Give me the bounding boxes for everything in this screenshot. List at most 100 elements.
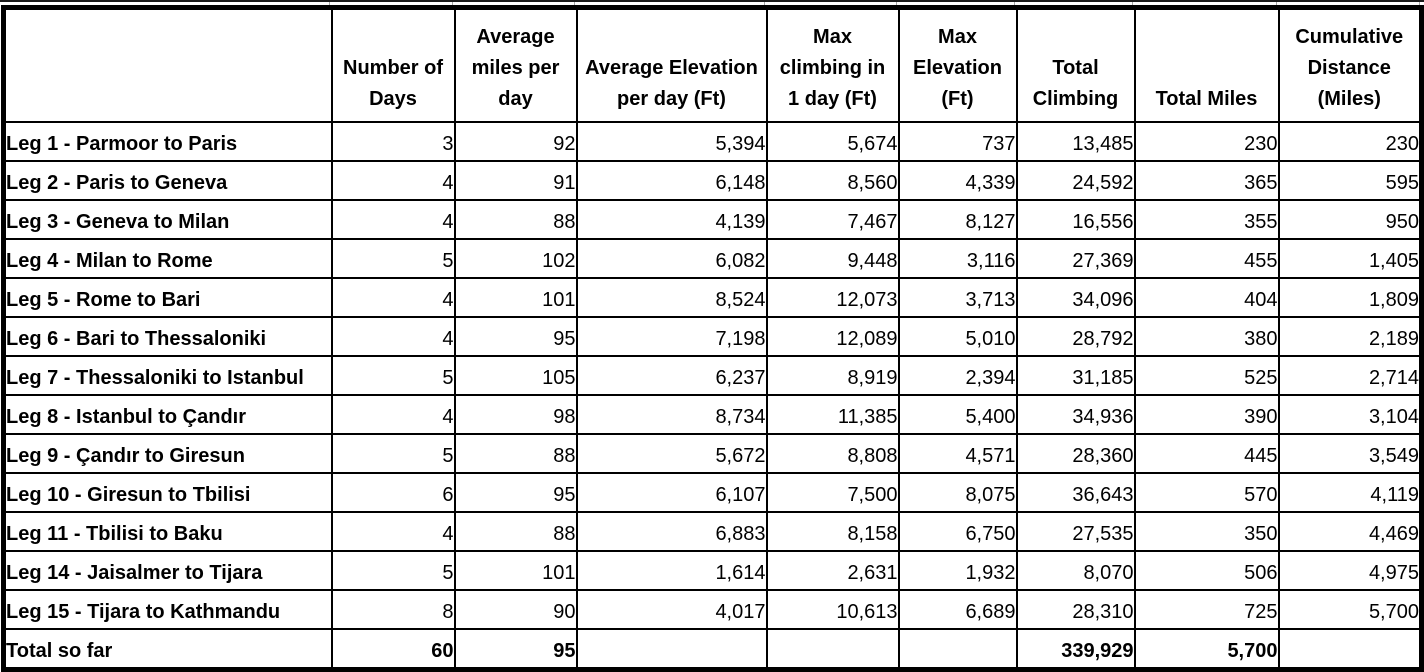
row-label[interactable]: Leg 8 - Istanbul to Çandır — [2, 394, 333, 435]
cell-cumulative-distance-miles[interactable]: 1,405 — [1277, 238, 1423, 279]
cell-max-climbing-in-1-day-ft[interactable]: 7,500 — [765, 472, 900, 513]
cell-number-of-days[interactable]: 4 — [330, 394, 456, 435]
cell-average-elevation-per-day-ft[interactable]: 6,148 — [575, 160, 768, 201]
cell-average-elevation-per-day-ft[interactable]: 1,614 — [575, 550, 768, 591]
cell-max-climbing-in-1-day-ft[interactable]: 8,158 — [765, 511, 900, 552]
cell-average-elevation-per-day-ft[interactable]: 6,082 — [575, 238, 768, 279]
cell-number-of-days[interactable]: 4 — [330, 511, 456, 552]
cell-number-of-days[interactable]: 4 — [330, 277, 456, 318]
total-row-label[interactable]: Total so far — [2, 628, 333, 671]
cell-cumulative-distance-miles[interactable]: 2,714 — [1277, 355, 1423, 396]
row-label[interactable]: Leg 4 - Milan to Rome — [2, 238, 333, 279]
cell-total-miles[interactable]: 404 — [1133, 277, 1280, 318]
cell-average-elevation-per-day-ft[interactable]: 6,107 — [575, 472, 768, 513]
cell-average-elevation-per-day-ft[interactable]: 4,017 — [575, 589, 768, 630]
cell-max-elevation-ft[interactable]: 1,932 — [897, 550, 1018, 591]
cell-total-climbing[interactable]: 31,185 — [1015, 355, 1136, 396]
cell-average-elevation-per-day-ft[interactable]: 5,394 — [575, 121, 768, 162]
cell-average-elevation-per-day-ft[interactable]: 6,237 — [575, 355, 768, 396]
cell-number-of-days[interactable]: 5 — [330, 550, 456, 591]
row-label[interactable]: Leg 14 - Jaisalmer to Tijara — [2, 550, 333, 591]
cell-total-climbing[interactable]: 8,070 — [1015, 550, 1136, 591]
row-label[interactable]: Leg 6 - Bari to Thessaloniki — [2, 316, 333, 357]
row-label[interactable]: Leg 15 - Tijara to Kathmandu — [2, 589, 333, 630]
cell-number-of-days[interactable]: 8 — [330, 589, 456, 630]
total-number-of-days[interactable]: 60 — [330, 628, 456, 671]
row-label[interactable]: Leg 2 - Paris to Geneva — [2, 160, 333, 201]
cell-number-of-days[interactable]: 5 — [330, 433, 456, 474]
cell-average-miles-per-day[interactable]: 91 — [453, 160, 578, 201]
cell-average-miles-per-day[interactable]: 102 — [453, 238, 578, 279]
total-total-miles[interactable]: 5,700 — [1133, 628, 1280, 671]
column-header-max-elevation-ft[interactable]: Max Elevation (Ft) — [897, 6, 1018, 123]
cell-total-miles[interactable]: 380 — [1133, 316, 1280, 357]
row-label[interactable]: Leg 10 - Giresun to Tbilisi — [2, 472, 333, 513]
cell-total-climbing[interactable]: 28,792 — [1015, 316, 1136, 357]
cell-total-miles[interactable]: 525 — [1133, 355, 1280, 396]
cell-total-miles[interactable]: 350 — [1133, 511, 1280, 552]
cell-max-climbing-in-1-day-ft[interactable]: 5,674 — [765, 121, 900, 162]
cell-average-elevation-per-day-ft[interactable]: 7,198 — [575, 316, 768, 357]
cell-cumulative-distance-miles[interactable]: 230 — [1277, 121, 1423, 162]
total-average-elevation-per-day-ft[interactable] — [575, 628, 768, 671]
cell-total-climbing[interactable]: 28,360 — [1015, 433, 1136, 474]
cell-average-elevation-per-day-ft[interactable]: 5,672 — [575, 433, 768, 474]
cell-average-miles-per-day[interactable]: 98 — [453, 394, 578, 435]
cell-total-miles[interactable]: 230 — [1133, 121, 1280, 162]
cell-max-elevation-ft[interactable]: 3,713 — [897, 277, 1018, 318]
cell-max-elevation-ft[interactable]: 8,075 — [897, 472, 1018, 513]
cell-cumulative-distance-miles[interactable]: 4,975 — [1277, 550, 1423, 591]
cell-total-climbing[interactable]: 27,369 — [1015, 238, 1136, 279]
total-cumulative-distance-miles[interactable] — [1277, 628, 1423, 671]
cell-total-miles[interactable]: 390 — [1133, 394, 1280, 435]
cell-total-climbing[interactable]: 13,485 — [1015, 121, 1136, 162]
cell-max-elevation-ft[interactable]: 4,571 — [897, 433, 1018, 474]
cell-average-miles-per-day[interactable]: 90 — [453, 589, 578, 630]
cell-max-elevation-ft[interactable]: 5,400 — [897, 394, 1018, 435]
cell-total-miles[interactable]: 570 — [1133, 472, 1280, 513]
cell-total-climbing[interactable]: 34,936 — [1015, 394, 1136, 435]
row-label[interactable]: Leg 11 - Tbilisi to Baku — [2, 511, 333, 552]
total-total-climbing[interactable]: 339,929 — [1015, 628, 1136, 671]
cell-max-elevation-ft[interactable]: 5,010 — [897, 316, 1018, 357]
cell-max-climbing-in-1-day-ft[interactable]: 8,919 — [765, 355, 900, 396]
cell-total-climbing[interactable]: 36,643 — [1015, 472, 1136, 513]
cell-average-miles-per-day[interactable]: 101 — [453, 277, 578, 318]
cell-average-miles-per-day[interactable]: 95 — [453, 316, 578, 357]
cell-max-climbing-in-1-day-ft[interactable]: 8,560 — [765, 160, 900, 201]
column-header-number-of-days[interactable]: Number of Days — [330, 6, 456, 123]
cell-total-climbing[interactable]: 24,592 — [1015, 160, 1136, 201]
cell-total-miles[interactable]: 455 — [1133, 238, 1280, 279]
cell-total-miles[interactable]: 725 — [1133, 589, 1280, 630]
column-header-average-elevation-per-day-ft[interactable]: Average Elevation per day (Ft) — [575, 6, 768, 123]
cell-number-of-days[interactable]: 4 — [330, 199, 456, 240]
cell-average-miles-per-day[interactable]: 92 — [453, 121, 578, 162]
row-label[interactable]: Leg 1 - Parmoor to Paris — [2, 121, 333, 162]
cell-average-miles-per-day[interactable]: 105 — [453, 355, 578, 396]
column-header-leg[interactable] — [2, 6, 333, 123]
column-header-cumulative-distance-miles[interactable]: Cumulative Distance (Miles) — [1277, 6, 1423, 123]
column-header-average-miles-per-day[interactable]: Average miles per day — [453, 6, 578, 123]
column-header-max-climbing-in-1-day-ft[interactable]: Max climbing in 1 day (Ft) — [765, 6, 900, 123]
cell-max-climbing-in-1-day-ft[interactable]: 9,448 — [765, 238, 900, 279]
cell-number-of-days[interactable]: 4 — [330, 160, 456, 201]
row-label[interactable]: Leg 7 - Thessaloniki to Istanbul — [2, 355, 333, 396]
cell-number-of-days[interactable]: 6 — [330, 472, 456, 513]
cell-average-elevation-per-day-ft[interactable]: 8,734 — [575, 394, 768, 435]
cell-cumulative-distance-miles[interactable]: 950 — [1277, 199, 1423, 240]
cell-total-climbing[interactable]: 27,535 — [1015, 511, 1136, 552]
total-max-climbing-in-1-day-ft[interactable] — [765, 628, 900, 671]
cell-number-of-days[interactable]: 3 — [330, 121, 456, 162]
cell-cumulative-distance-miles[interactable]: 2,189 — [1277, 316, 1423, 357]
cell-total-miles[interactable]: 355 — [1133, 199, 1280, 240]
total-average-miles-per-day[interactable]: 95 — [453, 628, 578, 671]
cell-cumulative-distance-miles[interactable]: 5,700 — [1277, 589, 1423, 630]
cell-total-miles[interactable]: 506 — [1133, 550, 1280, 591]
cell-max-climbing-in-1-day-ft[interactable]: 2,631 — [765, 550, 900, 591]
cell-max-climbing-in-1-day-ft[interactable]: 7,467 — [765, 199, 900, 240]
cell-total-climbing[interactable]: 28,310 — [1015, 589, 1136, 630]
cell-max-climbing-in-1-day-ft[interactable]: 8,808 — [765, 433, 900, 474]
column-header-total-miles[interactable]: Total Miles — [1133, 6, 1280, 123]
cell-total-climbing[interactable]: 16,556 — [1015, 199, 1136, 240]
cell-max-elevation-ft[interactable]: 4,339 — [897, 160, 1018, 201]
